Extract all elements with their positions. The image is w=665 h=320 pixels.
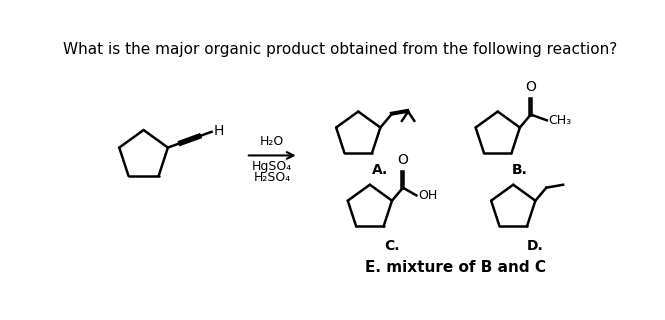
Text: O: O (525, 80, 536, 94)
Text: What is the major organic product obtained from the following reaction?: What is the major organic product obtain… (63, 42, 618, 57)
Text: CH₃: CH₃ (549, 114, 571, 127)
Text: OH: OH (418, 189, 437, 202)
Text: A.: A. (372, 163, 388, 177)
Text: H₂SO₄: H₂SO₄ (253, 171, 291, 184)
Text: B.: B. (511, 163, 527, 177)
Text: O: O (398, 153, 408, 167)
Text: H: H (213, 124, 223, 138)
Text: E. mixture of B and C: E. mixture of B and C (364, 260, 545, 275)
Text: H₂O: H₂O (260, 135, 285, 148)
Text: C.: C. (384, 239, 399, 252)
Text: HgSO₄: HgSO₄ (252, 160, 293, 173)
Text: D.: D. (527, 239, 543, 252)
